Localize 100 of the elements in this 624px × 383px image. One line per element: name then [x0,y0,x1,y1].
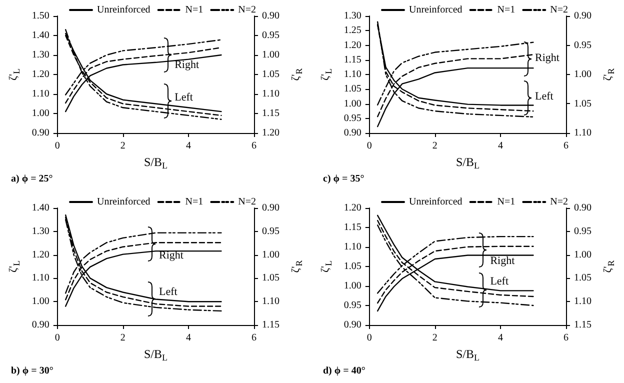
x-tick-label: 0 [54,332,60,344]
x-tick-label: 6 [564,332,568,344]
y-tick-label: 1.00 [32,296,50,308]
x-tick-label: 4 [498,140,503,152]
x-tick-label: 2 [120,140,126,152]
y-tick-label: 1.15 [344,222,362,233]
y-axis-title: ζ'L [8,68,22,81]
legend-label: N=2 [550,4,568,16]
y-axis-title: ζ'L [320,260,334,273]
y2-tick-label: 1.15 [262,320,280,330]
x-tick-label: 2 [432,332,438,344]
y2-tick-label: 0.90 [262,202,280,214]
y-tick-label: 1.20 [32,69,50,80]
x-tick-label: 2 [432,140,438,152]
y2-tick-label: 1.00 [574,249,592,260]
y2-tick-label: 0.95 [262,30,280,41]
y-tick-label: 1.25 [344,25,362,36]
y2-tick-label: 1.10 [262,296,280,308]
legend-label: N=1 [497,196,516,208]
annotation: Left [174,92,193,104]
legend-label: N=2 [550,196,568,208]
legend-label: N=2 [238,196,256,208]
y-tick-label: 1.30 [32,226,50,237]
annotation: Right [174,58,200,71]
y-tick-label: 1.10 [344,69,362,80]
annotation: Right [490,254,515,267]
y2-tick-label: 1.15 [262,108,280,119]
y-axis-title: ζ'L [320,68,334,81]
y2-tick-label: 1.00 [574,69,592,80]
y-tick-label: 1.30 [344,10,362,22]
y2-tick-label: 0.95 [262,226,280,237]
legend-label: Unreinforced [409,196,462,208]
y2-tick-label: 1.10 [262,88,280,100]
y-tick-label: 1.10 [32,88,50,100]
y-tick-label: 1.40 [32,30,50,41]
y-tick-label: 1.40 [32,202,50,214]
x-tick-label: 0 [54,140,60,152]
y-tick-label: 1.05 [344,84,362,95]
y2-tick-label: 0.90 [574,202,592,214]
y-axis-title: ζ'L [8,260,22,273]
x-tick-label: 4 [186,140,191,152]
x-tick-label: 0 [366,140,372,152]
y-tick-label: 1.00 [32,108,50,119]
y-tick-label: 1.15 [344,54,362,66]
legend-label: N=1 [185,196,204,208]
y-tick-label: 0.95 [344,112,362,124]
y-tick-label: 1.20 [344,202,362,214]
y2-tick-label: 1.00 [262,50,280,60]
x-tick-label: 2 [120,332,126,344]
y-tick-label: 1.20 [344,40,362,51]
y-tick-label: 1.50 [32,10,50,22]
annotation: Right [159,250,184,262]
y-tick-label: 0.90 [344,320,362,330]
annotation: Left [490,275,509,288]
y2-tick-label: 1.05 [574,98,592,110]
y2-axis-title: ζ'R [290,68,304,81]
y2-tick-label: 1.00 [262,249,280,260]
annotation: Left [159,286,178,298]
x-tick-label: 6 [564,140,568,152]
legend-label: N=1 [185,4,204,16]
y2-tick-label: 0.90 [262,10,280,22]
y2-tick-label: 1.20 [262,128,280,138]
annotation: Left [535,90,554,102]
y-tick-label: 1.00 [344,98,362,110]
y-tick-label: 0.90 [344,128,362,138]
y-tick-label: 1.10 [32,272,50,284]
y-tick-label: 0.90 [32,320,50,330]
y2-tick-label: 1.15 [574,320,592,330]
y2-tick-label: 0.90 [574,10,592,22]
y2-axis-title: ζ'R [290,260,304,273]
legend-label: N=1 [497,4,516,16]
text: b) ϕ = 30° [11,366,54,376]
legend-label: N=2 [238,4,256,16]
legend-label: Unreinforced [97,196,150,208]
y2-tick-label: 1.05 [262,272,280,284]
x-tick-label: 6 [252,140,256,152]
y2-tick-label: 1.05 [574,272,592,284]
legend-label: Unreinforced [97,4,150,16]
x-tick-label: 4 [498,332,503,344]
y2-axis-title: ζ'R [602,68,616,81]
y2-axis-title: ζ'R [602,260,616,273]
legend-label: Unreinforced [409,4,462,16]
text: d) ϕ = 40° [323,366,366,376]
annotation: Right [535,52,560,64]
x-tick-label: 6 [252,332,256,344]
x-tick-label: 4 [186,332,191,344]
y-tick-label: 0.90 [32,128,50,138]
text: a) ϕ = 25° [11,174,53,184]
y2-tick-label: 1.10 [574,296,592,308]
y-tick-label: 1.10 [344,242,362,252]
x-tick-label: 0 [366,332,372,344]
y-tick-label: 1.00 [344,280,362,292]
y2-tick-label: 1.10 [574,128,592,138]
y-tick-label: 1.20 [32,249,50,260]
text: c) ϕ = 35° [323,174,364,184]
y-tick-label: 1.05 [344,261,362,272]
y-tick-label: 1.30 [32,50,50,60]
y2-tick-label: 1.05 [262,69,280,80]
y2-tick-label: 0.95 [574,40,592,51]
y2-tick-label: 0.95 [574,226,592,237]
